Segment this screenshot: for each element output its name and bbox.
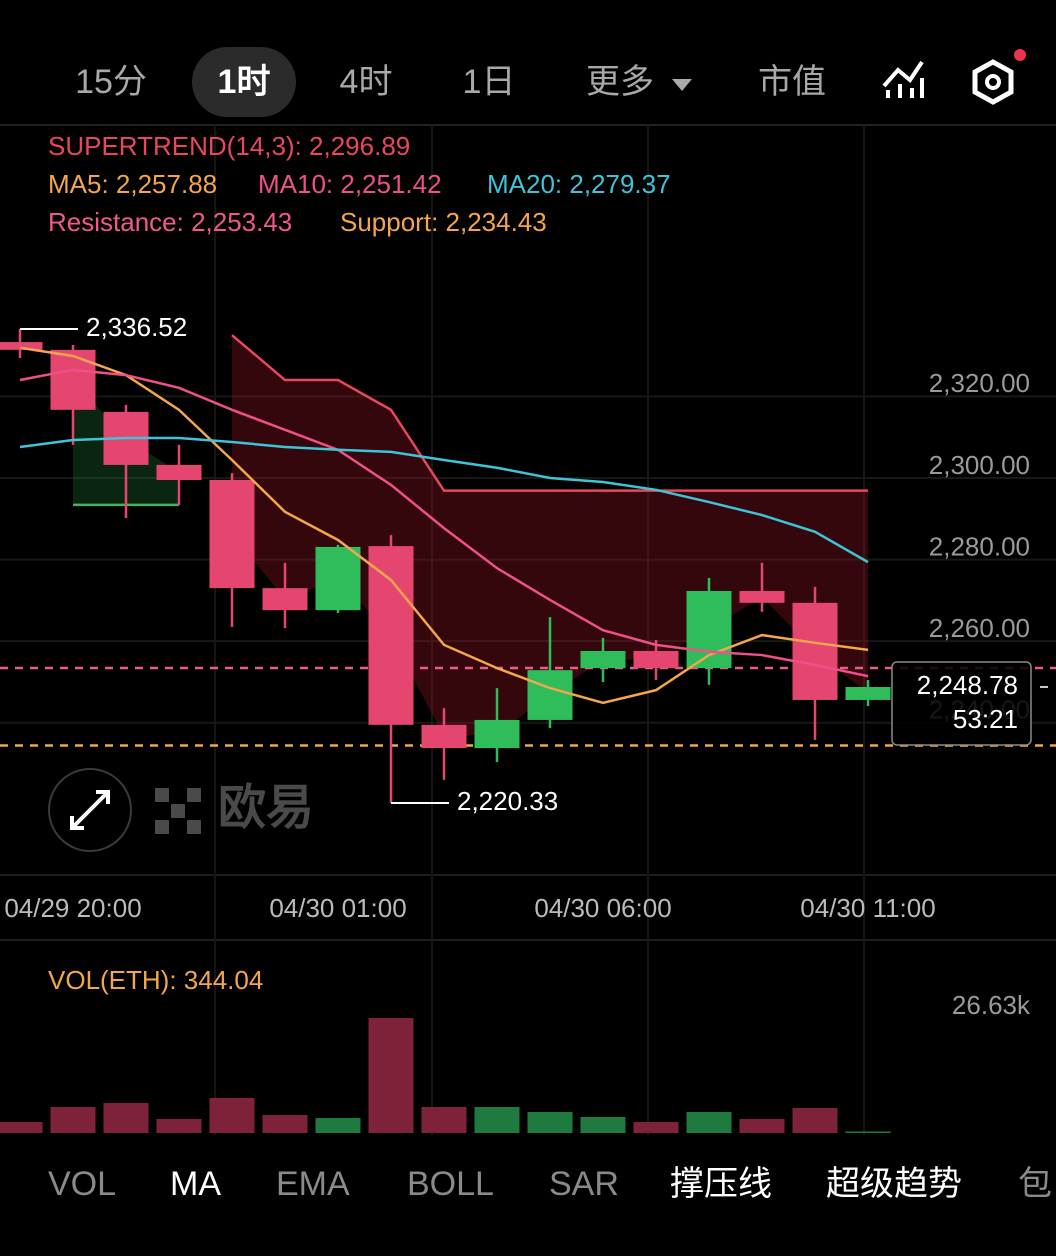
candle-body	[527, 670, 573, 720]
timeframe-tab[interactable]: 1日	[463, 63, 516, 101]
candle-body	[845, 686, 891, 700]
candle-body	[262, 588, 308, 611]
extreme-label: 2,336.52	[86, 312, 187, 342]
timeframe-tab[interactable]: 市值	[758, 63, 826, 101]
countdown-label: 53:21	[953, 704, 1018, 734]
volume-bar	[103, 1102, 149, 1133]
volume-bar	[633, 1122, 679, 1133]
y-tick-label: 2,300.00	[929, 450, 1030, 480]
volume-bar	[421, 1106, 467, 1133]
logo-square	[155, 788, 169, 802]
legend-ma: MA10: 2,251.42	[258, 169, 442, 199]
volume-bar	[262, 1115, 308, 1133]
icon-hexagon	[972, 59, 1014, 105]
timeframe-tab[interactable]: 1时	[218, 63, 271, 101]
x-tick-label: 04/30 11:00	[800, 893, 935, 923]
notification-dot	[1014, 49, 1026, 61]
supertrend-fill	[232, 335, 868, 737]
extreme-label: 2,220.33	[457, 786, 558, 816]
volume-bar	[739, 1118, 785, 1133]
candle-body	[50, 349, 96, 410]
volume-bar	[527, 1111, 573, 1133]
y-tick-label: 2,320.00	[929, 368, 1030, 398]
icon-dot	[985, 74, 1001, 90]
x-tick-label: 04/30 01:00	[269, 893, 406, 923]
volume-bar	[580, 1117, 626, 1133]
volume-bar	[474, 1106, 520, 1133]
indicator-tab[interactable]: 超级趋势	[826, 1165, 962, 1203]
legend-ma: MA20: 2,279.37	[487, 169, 671, 199]
y-tick-label: 2,280.00	[929, 531, 1030, 561]
candle-body	[792, 602, 838, 700]
volume-bar	[156, 1118, 202, 1133]
expand-arrows	[70, 790, 110, 830]
candle-body	[315, 546, 361, 611]
timeframe-tab[interactable]: 15分	[75, 63, 147, 101]
watermark-logo	[155, 788, 201, 834]
last-price-label: 2,248.78	[917, 670, 1018, 700]
candle-body	[580, 650, 626, 669]
ma-line	[19, 368, 869, 678]
ma-line	[19, 436, 869, 564]
indicator-tab[interactable]: 包	[1018, 1165, 1052, 1203]
volume-bar	[792, 1108, 838, 1133]
candle-body	[209, 480, 255, 589]
volume-bar	[315, 1118, 361, 1133]
indicator-tab[interactable]: 撑压线	[670, 1165, 772, 1203]
legend-level: Resistance: 2,253.43	[48, 207, 292, 237]
candle-body	[633, 650, 679, 669]
x-tick-label: 04/30 06:00	[534, 893, 671, 923]
candle-body	[0, 342, 43, 350]
settings-icon[interactable]	[972, 49, 1026, 105]
candle-body	[474, 719, 520, 749]
volume-bar	[686, 1111, 732, 1133]
logo-square	[171, 804, 185, 818]
indicator-tab[interactable]: VOL	[48, 1165, 116, 1203]
icon-line	[882, 60, 924, 88]
logo-square	[187, 788, 201, 802]
volume-bar	[368, 1018, 414, 1133]
volume-bar	[0, 1122, 43, 1133]
candle-body	[421, 724, 467, 749]
candle-body	[156, 464, 202, 481]
legend-level: Support: 2,234.43	[340, 207, 547, 237]
legend-supertrend: SUPERTREND(14,3): 2,296.89	[48, 131, 410, 161]
chart-style-icon[interactable]	[882, 60, 924, 98]
dropdown-arrow[interactable]	[672, 79, 692, 91]
x-tick-label: 04/29 20:00	[4, 893, 141, 923]
logo-square	[155, 820, 169, 834]
volume-bar	[50, 1106, 96, 1133]
volume-tick-label: 26.63k	[952, 990, 1031, 1020]
legend-ma: MA5: 2,257.88	[48, 169, 217, 199]
indicator-tab[interactable]: BOLL	[407, 1165, 494, 1203]
ma-line	[19, 346, 869, 705]
timeframe-tab[interactable]: 4时	[340, 63, 393, 101]
logo-square	[187, 820, 201, 834]
timeframe-tab[interactable]: 更多	[586, 63, 654, 101]
indicator-tab[interactable]: EMA	[276, 1165, 350, 1203]
indicator-tab[interactable]: SAR	[549, 1165, 619, 1203]
candle-body	[368, 546, 414, 725]
y-tick-label: 2,260.00	[929, 613, 1030, 643]
last-price-box	[891, 661, 1032, 746]
vertical-grid	[214, 125, 865, 1135]
indicator-tab[interactable]: MA	[170, 1165, 221, 1203]
candle-body	[739, 590, 785, 603]
watermark-text: 欧易	[218, 782, 314, 835]
expand-button[interactable]	[48, 768, 132, 852]
volume-bar	[845, 1131, 891, 1134]
volume-bar	[209, 1097, 255, 1133]
volume-legend: VOL(ETH): 344.04	[48, 965, 263, 995]
active-tab-pill	[192, 47, 296, 117]
supertrend-line	[231, 334, 868, 492]
